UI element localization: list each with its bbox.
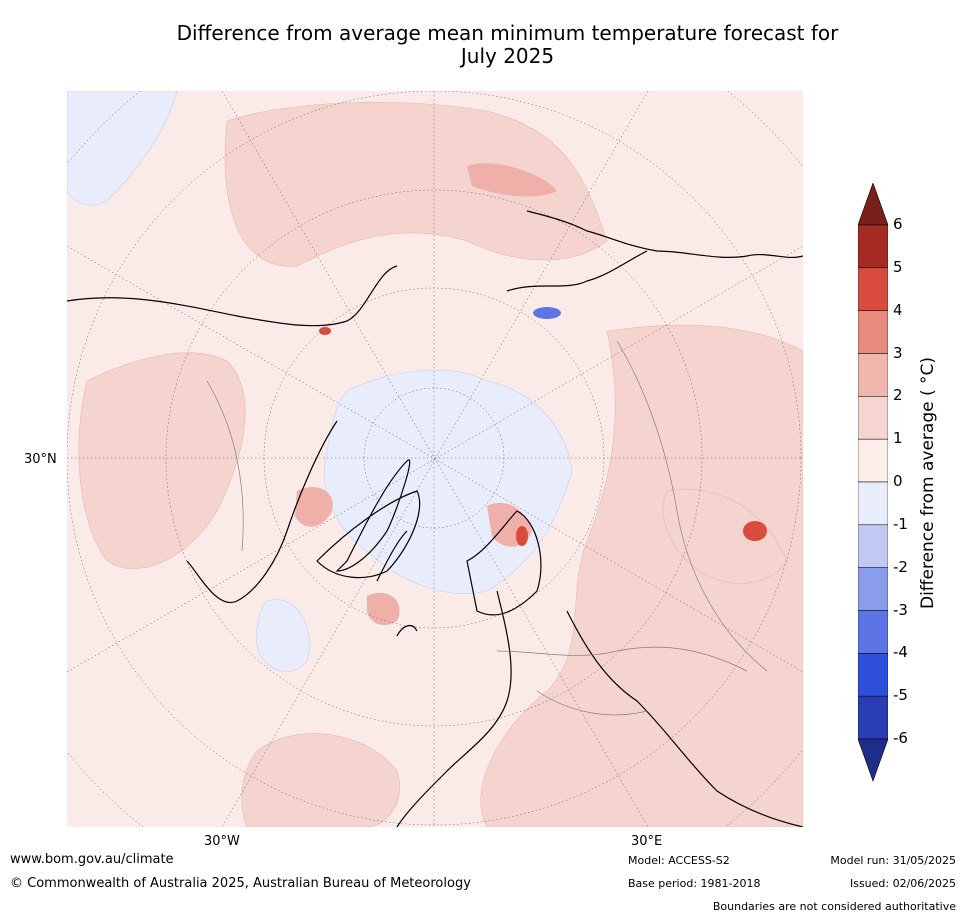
colorbar-tick-label: 2: [893, 386, 903, 405]
anomaly-cold-spot: [533, 307, 561, 319]
footer-model: Model: ACCESS-S2: [628, 854, 730, 867]
colorbar-segment: [858, 695, 888, 740]
colorbar-tick-label: -3: [893, 600, 908, 619]
colorbar-segments: [858, 224, 888, 740]
polar-map: [67, 91, 803, 827]
colorbar-segment: [858, 353, 888, 397]
footer-boundaries: Boundaries are not considered authoritat…: [712, 900, 956, 913]
colorbar-tick-label: -1: [893, 514, 908, 533]
colorbar-tick-label: -5: [893, 686, 908, 705]
colorbar-label: Difference from average ( °C): [918, 356, 938, 610]
colorbar-tick-label: 4: [893, 300, 903, 319]
anomaly-3-5-spots: [319, 327, 767, 546]
colorbar-segment: [858, 310, 888, 354]
colorbar-segment: [858, 438, 888, 483]
lat-label-30n: 30°N: [24, 452, 57, 467]
coastlines: [67, 210, 803, 827]
colorbar-tick-label: -2: [893, 557, 908, 576]
title-line-2: July 2025: [460, 44, 555, 68]
colorbar-tick-label: 3: [893, 343, 903, 362]
footer-model-run: Model run: 31/05/2025: [830, 854, 956, 867]
country-borders: [206, 340, 768, 716]
colorbar-segment: [858, 653, 888, 697]
map-title: Difference from average mean minimum tem…: [60, 22, 955, 68]
colorbar-tick-label: -4: [893, 643, 908, 662]
colorbar-segment: [858, 481, 888, 526]
colorbar-tick-label: 1: [893, 429, 903, 448]
colorbar-segment: [858, 396, 888, 440]
colorbar-tick-label: 6: [893, 215, 903, 233]
colorbar-extend-top: [858, 183, 888, 226]
footer-copyright: © Commonwealth of Australia 2025, Austra…: [10, 876, 471, 891]
colorbar-segment: [858, 567, 888, 611]
colorbar-segment: [858, 610, 888, 654]
lon-label-30e: 30°E: [631, 834, 663, 849]
colorbar-tick-label: 5: [893, 257, 903, 276]
colorbar: [858, 183, 888, 782]
colorbar-segment: [858, 224, 888, 269]
title-line-1: Difference from average mean minimum tem…: [176, 21, 839, 45]
graticule: [67, 91, 803, 827]
colorbar-segment: [858, 524, 888, 568]
colorbar-segment: [858, 267, 888, 311]
footer-issued: Issued: 02/06/2025: [849, 877, 956, 890]
colorbar-tick-label: -6: [893, 729, 908, 747]
footer-base-period: Base period: 1981-2018: [628, 877, 761, 890]
colorbar-extend-bottom: [858, 738, 888, 782]
footer-url: www.bom.gov.au/climate: [10, 852, 174, 867]
colorbar-tick-label: 0: [893, 472, 903, 490]
anomaly-2-3-regions: [295, 163, 557, 626]
anomaly-1-2-regions: [78, 101, 803, 827]
lon-label-30w: 30°W: [204, 834, 240, 849]
